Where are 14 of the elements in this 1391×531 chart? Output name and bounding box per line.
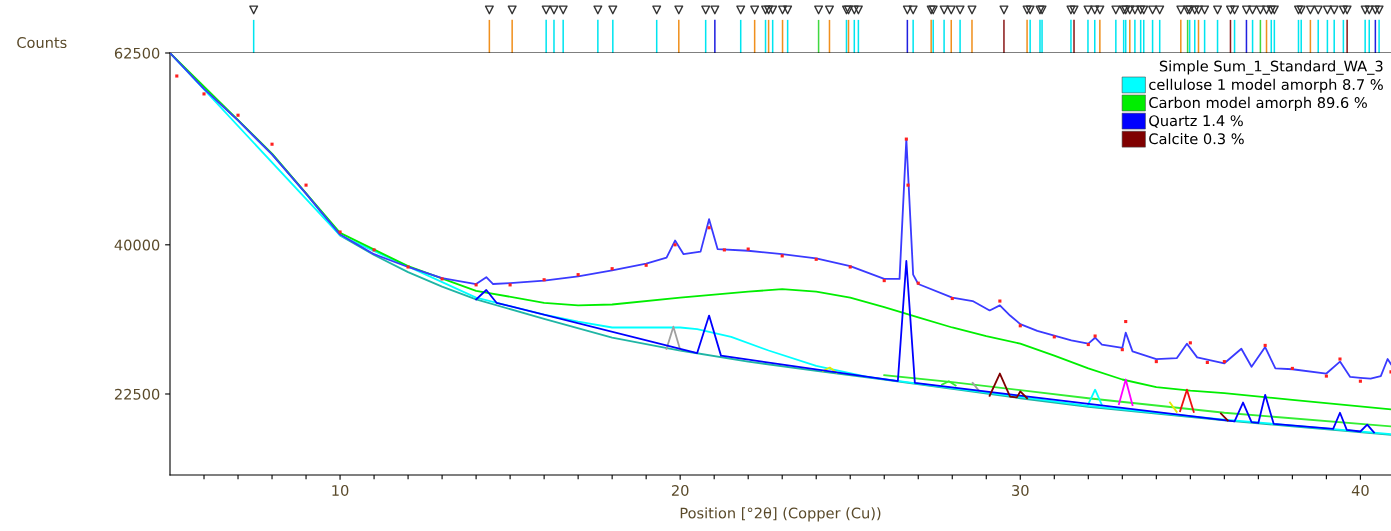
legend-title: Simple Sum_1_Standard_WA_3: [1159, 60, 1383, 75]
x-tick-label: 10: [332, 484, 349, 496]
legend-label: cellulose 1 model amorph 8.7 %: [1149, 78, 1383, 93]
y-axis-title: Counts: [17, 37, 67, 49]
x-tick-label: 20: [671, 484, 689, 496]
y-tick-label: 62500: [114, 47, 160, 59]
legend-label: Carbon model amorph 89.6 %: [1149, 96, 1367, 111]
x-tick-label: 30: [1012, 484, 1029, 496]
legend-label: Quartz 1.4 %: [1149, 115, 1243, 128]
x-axis-title: Position [°2θ] (Copper (Cu)): [680, 507, 881, 522]
y-tick-label: 40000: [114, 239, 160, 251]
legend-label: Calcite 0.3 %: [1149, 132, 1244, 145]
y-tick-label: 22500: [114, 388, 160, 400]
x-tick-label: 40: [1351, 484, 1369, 496]
